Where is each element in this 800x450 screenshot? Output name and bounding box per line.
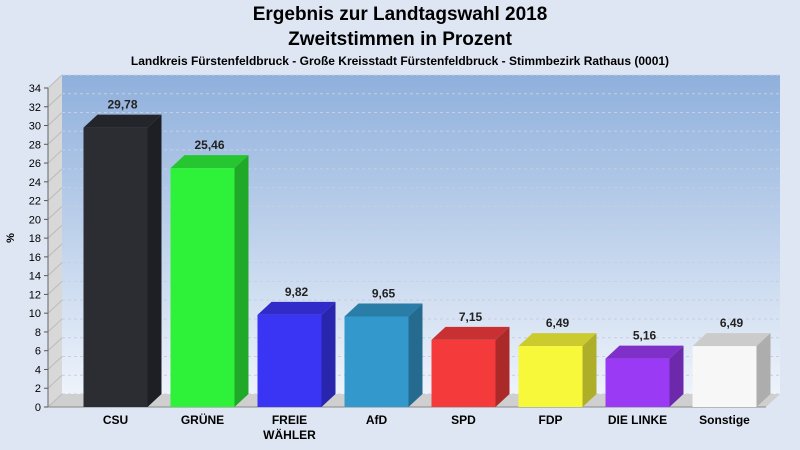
bar-value-label: 29,78 (107, 98, 137, 112)
y-tick-label: 18 (29, 233, 41, 245)
bar-side (756, 333, 771, 407)
bar (605, 358, 670, 407)
gridline-side (47, 93, 63, 108)
bar-top (344, 303, 423, 317)
y-tick-label: 32 (29, 102, 41, 114)
y-tick-label: 4 (35, 364, 41, 376)
bar-value-label: 25,46 (194, 138, 224, 152)
chart-caption: Landkreis Fürstenfeldbruck - Große Kreis… (130, 54, 670, 68)
gridline-side (47, 112, 63, 126)
gridline-side (47, 205, 63, 220)
bar-side (321, 301, 336, 407)
bar-side (495, 326, 510, 407)
y-tick-label: 10 (29, 308, 41, 320)
bar-top (431, 326, 510, 340)
y-tick-label: 2 (35, 383, 41, 395)
bar-value-label: 5,16 (633, 329, 657, 343)
bar-top (605, 345, 684, 359)
bar-value-label: 6,49 (546, 316, 570, 330)
gridline-side (47, 262, 63, 277)
gridline-side (47, 356, 63, 370)
bar-side (582, 333, 597, 407)
chart-title: Ergebnis zur Landtagswahl 2018 (252, 4, 548, 25)
y-tick-label: 8 (35, 327, 41, 339)
x-tick-label: SPD (451, 413, 476, 427)
x-tick-label: DIE LINKE (608, 413, 667, 427)
y-tick-label: 30 (29, 121, 41, 133)
bar (257, 314, 322, 407)
gridline-side (47, 74, 63, 89)
y-tick-label: 26 (29, 158, 41, 170)
bar-top (83, 114, 162, 128)
gridline-side (47, 187, 63, 201)
bar-top (518, 333, 597, 347)
y-tick-label: 34 (29, 83, 41, 95)
bar (431, 339, 496, 407)
gridline-side (47, 168, 63, 183)
x-tick-label: GRÜNE (181, 412, 224, 427)
bar-value-label: 6,49 (720, 316, 744, 330)
gridline-side (47, 224, 63, 239)
gridline-side (47, 281, 63, 295)
y-tick-label: 14 (29, 271, 41, 283)
bar-value-label: 7,15 (459, 310, 483, 324)
gridline-side (47, 299, 63, 314)
bar (83, 127, 148, 407)
x-tick-label: AfD (366, 413, 388, 427)
y-tick-label: 24 (29, 177, 41, 189)
bar-side (408, 303, 423, 407)
bar (518, 346, 583, 407)
bar-side (147, 114, 162, 407)
bar-top (170, 155, 249, 169)
bar-side (234, 155, 249, 407)
chart-subtitle: Zweitstimmen in Prozent (288, 29, 512, 50)
gridline-side (47, 337, 63, 352)
x-tick-label: Sonstige (699, 413, 750, 427)
y-tick-label: 22 (29, 196, 41, 208)
gridline-side (47, 130, 63, 145)
bar (692, 346, 757, 407)
gridline-side (47, 243, 63, 258)
bar-top (692, 333, 771, 347)
left-wall (48, 75, 62, 407)
x-tick-label: FDP (539, 413, 563, 427)
gridline-side (47, 318, 63, 333)
y-tick-label: 28 (29, 139, 41, 151)
bar (170, 168, 235, 407)
bar (344, 316, 409, 407)
x-tick-label: CSU (103, 413, 128, 427)
bar-top (257, 301, 336, 315)
gridline-side (47, 374, 63, 389)
y-tick-label: 12 (29, 289, 41, 301)
y-tick-label: 20 (29, 214, 41, 226)
y-tick-label: 16 (29, 252, 41, 264)
x-tick-label: FREIE WÄHLER (263, 413, 316, 442)
gridline-side (47, 393, 63, 408)
y-tick-label: 6 (35, 346, 41, 358)
bar-side (669, 345, 684, 407)
bar-value-label: 9,82 (285, 285, 309, 299)
gridline-side (47, 149, 63, 164)
y-tick-label: 0 (35, 402, 41, 414)
bar-value-label: 9,65 (372, 286, 396, 300)
